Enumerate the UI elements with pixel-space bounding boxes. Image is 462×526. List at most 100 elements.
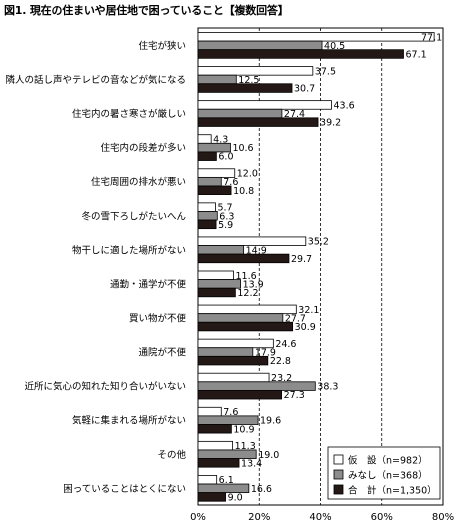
- legend: [327, 446, 441, 500]
- legend-label: 仮 設（n=982）: [348, 455, 428, 467]
- category-label: 気軽に集まれる場所がない: [72, 415, 186, 427]
- data-label: 6.0: [218, 152, 233, 163]
- x-tick-label: 60%: [371, 512, 393, 523]
- data-label: 37.5: [315, 66, 336, 77]
- data-label: 22.8: [270, 356, 291, 367]
- data-label: 13.4: [241, 458, 262, 469]
- category-label: 住宅内の暑さ寒さが厳しい: [72, 108, 186, 120]
- legend-swatch: [333, 454, 344, 465]
- bar: [197, 355, 269, 366]
- bar: [197, 372, 270, 383]
- bar: [197, 449, 257, 459]
- bar: [197, 313, 284, 323]
- data-label: 29.7: [291, 254, 312, 265]
- bar: [197, 279, 241, 289]
- data-label: 7.6: [223, 177, 238, 188]
- bar: [197, 74, 237, 85]
- data-label: 12.5: [238, 75, 259, 86]
- category-label: 住宅内の段差が多い: [100, 142, 186, 154]
- bar: [197, 176, 222, 187]
- data-label: 6.3: [219, 211, 234, 222]
- data-label: 14.9: [246, 245, 267, 256]
- category-label: 冬の雪下ろしがたいへん: [81, 210, 186, 222]
- category-label: 住宅周囲の排水が悪い: [91, 176, 186, 188]
- bar: [197, 390, 283, 400]
- bar: [197, 202, 216, 212]
- data-label: 40.5: [324, 41, 345, 52]
- bar: [197, 458, 240, 468]
- data-label: 30.9: [295, 322, 316, 333]
- chart-title: 図1. 現在の住まいや居住地で困っていること【複数回答】: [4, 4, 289, 17]
- data-label: 5.9: [218, 220, 233, 231]
- legend-label: 合 計（n=1,350）: [348, 485, 437, 497]
- bar: [197, 347, 254, 357]
- data-label: 11.3: [235, 441, 256, 452]
- data-label: 35.2: [308, 237, 329, 248]
- data-label: 30.7: [294, 84, 315, 95]
- category-label: 通勤・通学が不便: [110, 278, 187, 290]
- bar: [197, 185, 232, 195]
- bar: [197, 270, 234, 281]
- x-tick-label: 0%: [190, 512, 206, 523]
- data-label: 19.0: [258, 450, 279, 461]
- data-label: 17.9: [255, 348, 276, 359]
- bar: [197, 100, 332, 110]
- data-label: 67.1: [405, 50, 426, 61]
- data-label: 6.1: [219, 475, 234, 486]
- bar: [197, 108, 283, 119]
- category-label: 困っていることはとくにない: [63, 484, 186, 495]
- bar: [197, 287, 236, 298]
- category-label: 買い物が不便: [129, 312, 187, 324]
- bar: [197, 492, 226, 502]
- bar: [197, 253, 290, 264]
- data-label: 24.6: [275, 339, 296, 350]
- bar: [197, 321, 294, 332]
- bar: [197, 424, 232, 434]
- category-label: 通院が不便: [138, 347, 186, 359]
- data-label: 77.1: [421, 32, 442, 43]
- bar: [197, 415, 259, 425]
- data-label: 10.8: [233, 186, 254, 197]
- data-label: 5.7: [217, 203, 232, 214]
- data-label: 10.9: [233, 424, 254, 435]
- bar: [197, 236, 307, 246]
- category-label: その他: [157, 449, 186, 461]
- bar: [197, 134, 212, 144]
- data-label: 10.6: [232, 143, 253, 154]
- data-label: 4.3: [213, 135, 228, 146]
- data-label: 7.6: [223, 407, 238, 418]
- data-label: 38.3: [317, 382, 338, 393]
- data-label: 13.9: [243, 279, 264, 290]
- data-label: 27.4: [284, 109, 305, 120]
- category-label: 近所に気心の知れた知り合いがいない: [24, 381, 186, 393]
- bar: [197, 151, 217, 161]
- bar: [197, 32, 435, 42]
- data-label: 12.2: [237, 288, 258, 299]
- bar: [197, 440, 234, 451]
- data-label: 27.7: [285, 313, 306, 324]
- bar: [197, 66, 314, 76]
- bar: [197, 338, 274, 349]
- data-label: 43.6: [334, 100, 355, 111]
- bar: [197, 83, 293, 93]
- bar: [197, 245, 245, 255]
- bar: [197, 304, 297, 315]
- data-label: 16.6: [251, 484, 272, 495]
- x-tick-label: 40%: [309, 512, 331, 523]
- data-label: 9.0: [228, 492, 243, 503]
- category-label: 隣人の話し声やテレビの音などが気になる: [5, 74, 186, 86]
- bar: [197, 117, 319, 127]
- data-label: 19.6: [260, 416, 281, 427]
- legend-swatch: [333, 484, 344, 495]
- x-tick-label: 20%: [248, 512, 270, 523]
- bar: [197, 168, 236, 178]
- bar: [197, 406, 222, 417]
- bar: [197, 142, 231, 153]
- category-label: 住宅が狭い: [138, 40, 186, 52]
- data-label: 23.2: [271, 373, 292, 384]
- legend-label: みなし（n=368）: [348, 470, 428, 482]
- legend-swatch: [333, 469, 344, 480]
- category-label: 物干しに適した場所がない: [72, 244, 186, 256]
- data-label: 32.1: [298, 305, 319, 316]
